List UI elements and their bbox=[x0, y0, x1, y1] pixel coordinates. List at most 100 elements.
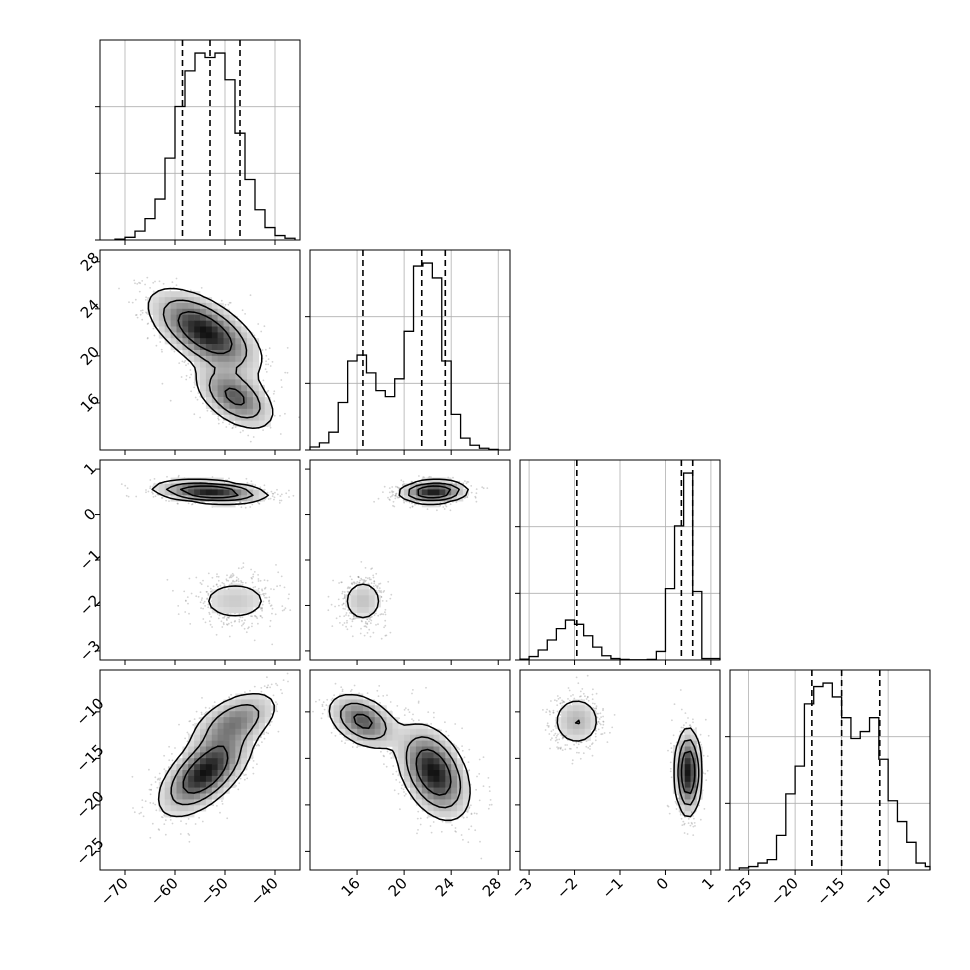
sample-point bbox=[356, 581, 359, 583]
sample-point bbox=[240, 624, 243, 627]
sample-point bbox=[410, 480, 413, 483]
sample-point bbox=[272, 392, 275, 395]
sample-point bbox=[184, 611, 187, 613]
sample-point bbox=[350, 578, 353, 581]
density-cell bbox=[164, 326, 171, 333]
density-cell bbox=[194, 489, 201, 496]
sample-point bbox=[261, 606, 263, 609]
sample-point bbox=[360, 561, 363, 563]
sample-point bbox=[411, 506, 414, 508]
sample-point bbox=[149, 487, 152, 489]
sample-point bbox=[389, 496, 392, 498]
sample-point bbox=[266, 579, 269, 582]
sample-point bbox=[269, 497, 272, 500]
sample-point bbox=[266, 391, 268, 393]
sample-point bbox=[229, 301, 232, 304]
sample-point bbox=[235, 579, 238, 582]
sample-point bbox=[140, 309, 142, 312]
sample-point bbox=[251, 625, 253, 628]
sample-point bbox=[257, 578, 260, 580]
density-cell bbox=[223, 367, 230, 374]
sample-point bbox=[196, 398, 199, 401]
density-cell bbox=[235, 589, 242, 596]
sample-point bbox=[222, 622, 225, 624]
density-cell bbox=[217, 338, 224, 345]
sample-point bbox=[280, 575, 283, 578]
sample-point bbox=[268, 599, 271, 602]
sample-point bbox=[125, 494, 128, 497]
density-cell bbox=[205, 361, 213, 368]
sample-point bbox=[271, 495, 274, 497]
sample-point bbox=[346, 621, 348, 624]
density-cell bbox=[205, 350, 213, 357]
density-cell bbox=[258, 385, 265, 392]
density-cell bbox=[205, 320, 213, 327]
sample-point bbox=[257, 580, 260, 582]
sample-point bbox=[346, 628, 349, 631]
sample-point bbox=[243, 588, 246, 590]
sample-point bbox=[171, 281, 174, 284]
contour-level-3 bbox=[179, 485, 239, 499]
density-cell bbox=[252, 355, 260, 363]
sample-point bbox=[364, 567, 367, 569]
sample-point bbox=[365, 576, 367, 579]
density-cell bbox=[252, 601, 260, 608]
density-cell bbox=[235, 344, 242, 351]
density-cell bbox=[170, 302, 177, 310]
sample-point bbox=[253, 639, 256, 642]
density-cell bbox=[217, 320, 224, 327]
sample-point bbox=[280, 379, 283, 381]
density-cell bbox=[223, 589, 230, 596]
density-cell bbox=[223, 308, 230, 315]
density-cell bbox=[217, 397, 224, 404]
density-cell bbox=[176, 332, 183, 339]
sample-point bbox=[177, 613, 180, 615]
sample-point bbox=[280, 493, 283, 496]
sample-point bbox=[372, 574, 375, 577]
sample-point bbox=[145, 491, 147, 494]
sample-point bbox=[146, 323, 149, 325]
sample-point bbox=[264, 592, 267, 595]
sample-point bbox=[249, 440, 252, 443]
density-cell bbox=[188, 344, 195, 351]
sample-point bbox=[175, 277, 178, 280]
sample-point bbox=[250, 576, 253, 579]
density-cell bbox=[188, 489, 195, 496]
sample-point bbox=[241, 616, 244, 619]
sample-point bbox=[341, 592, 344, 595]
y-tick-label: 28 bbox=[77, 249, 103, 275]
density-cell bbox=[258, 402, 265, 410]
sample-point bbox=[283, 608, 286, 611]
density-cell bbox=[252, 414, 260, 421]
sample-point bbox=[207, 594, 210, 596]
density-cell bbox=[211, 595, 218, 602]
density-cell bbox=[223, 595, 230, 602]
sample-point bbox=[338, 604, 340, 607]
sample-point bbox=[208, 620, 211, 623]
density-cell bbox=[170, 326, 177, 333]
density-cell bbox=[235, 489, 242, 496]
sample-point bbox=[347, 591, 350, 593]
density-cell bbox=[176, 291, 183, 298]
sample-point bbox=[280, 386, 283, 388]
y-tick-label: 24 bbox=[77, 296, 103, 322]
histogram-panel-2 bbox=[515, 459, 721, 661]
sample-point bbox=[286, 371, 289, 374]
sample-point bbox=[188, 376, 191, 379]
sample-point bbox=[233, 620, 236, 623]
sample-point bbox=[227, 579, 230, 582]
sample-point bbox=[188, 577, 191, 580]
sample-point bbox=[369, 618, 371, 621]
sample-point bbox=[335, 617, 338, 620]
density-cell bbox=[182, 477, 189, 484]
sample-point bbox=[426, 508, 429, 510]
sample-point bbox=[202, 402, 204, 405]
sample-point bbox=[351, 620, 354, 623]
sample-point bbox=[226, 616, 229, 619]
sample-point bbox=[185, 364, 187, 367]
sample-point bbox=[187, 362, 190, 365]
histogram-steps bbox=[114, 52, 296, 240]
density-cell bbox=[433, 489, 440, 496]
sample-point bbox=[200, 607, 203, 609]
